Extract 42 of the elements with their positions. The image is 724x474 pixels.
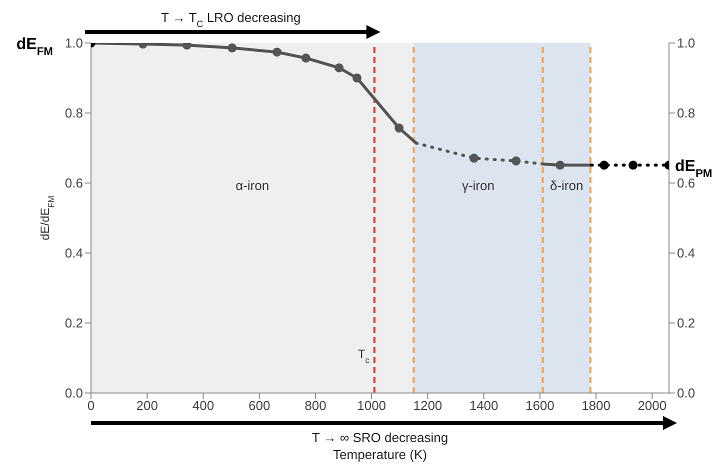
x-tick-label: 1200 [413,398,442,414]
y-tick-label: 1.0 [64,36,83,51]
x-tick-label: 800 [304,398,326,414]
x-tick-label: 200 [136,398,158,414]
ref-line-label: T$_{c}$ [358,347,370,365]
point [600,160,609,170]
x-tick-label: 1000 [357,398,386,414]
point [469,154,479,163]
y2-tick-label: 0.6 [677,176,696,191]
point [394,124,404,133]
text: T → T$_{C}$ LRO decreasing [161,10,301,29]
x-tick-label: 2000 [638,398,667,414]
x-tick-label: 400 [192,398,214,414]
point [512,156,521,166]
x-axis-title: Temperature (K) [333,447,427,462]
point [272,48,282,57]
x-tick-label: 0 [87,398,95,414]
annotation: dE$_{FM}$ [16,36,53,58]
text: T → ∞ SRO decreasing [312,430,448,445]
y-tick-label: 0.0 [64,386,83,401]
point [628,160,638,170]
y-tick-label: 0.8 [64,106,83,121]
point [334,63,344,72]
x-tick-label: 600 [248,398,270,414]
y-tick-label: 0.2 [64,316,83,331]
point [301,54,310,63]
band-label: α-iron [236,178,270,193]
point [352,73,362,83]
y2-tick-label: 0.2 [677,316,696,331]
y-tick-label: 0.4 [64,246,83,261]
y2-tick-label: 1.0 [677,36,696,51]
y2-tick-label: 0.4 [677,246,696,261]
x-tick-label: 1600 [525,398,554,414]
y-tick-label: 0.6 [64,176,83,191]
x-tick-label: 1400 [469,398,498,414]
band-label: δ-iron [550,178,584,193]
point [556,160,565,170]
x-tick-label: 1800 [582,398,611,414]
y2-tick-label: 0.8 [677,106,696,121]
point [228,43,237,52]
band-label: γ-iron [462,178,494,193]
y2-tick-label: 0.0 [677,386,696,401]
